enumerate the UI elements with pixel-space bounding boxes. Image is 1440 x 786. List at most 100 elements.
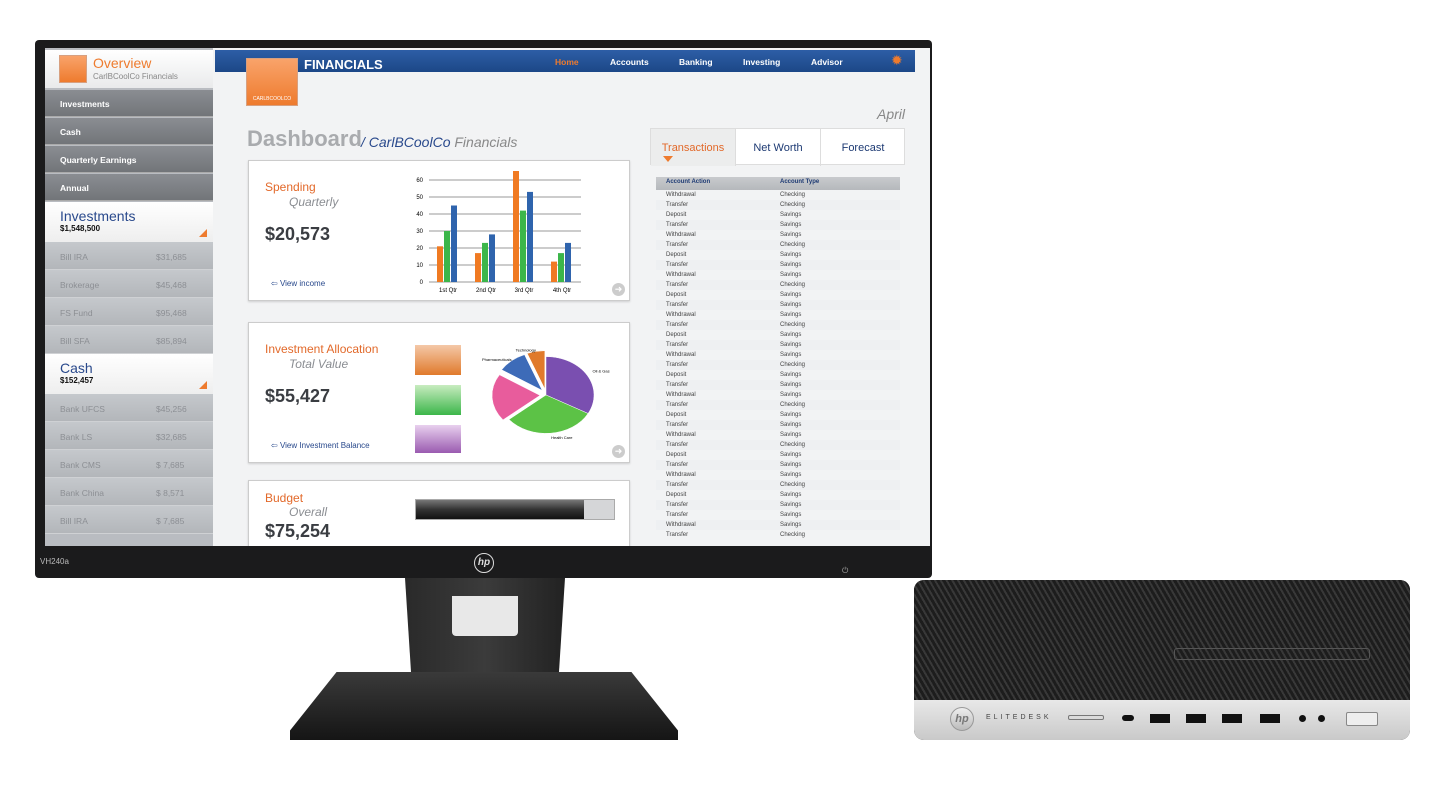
- column-header[interactable]: Account Action: [666, 179, 711, 185]
- table-row[interactable]: Transfer Savings: [656, 380, 900, 390]
- table-row[interactable]: Withdrawal Savings: [656, 230, 900, 240]
- x-tick-label: 4th Qtr: [553, 288, 571, 294]
- nav-advisor[interactable]: Advisor: [811, 57, 843, 67]
- table-row[interactable]: Withdrawal Checking: [656, 190, 900, 200]
- nav-investing[interactable]: Investing: [743, 57, 781, 67]
- table-row[interactable]: Transfer Checking: [656, 280, 900, 290]
- y-tick-label: 30: [416, 229, 423, 235]
- table-row[interactable]: Withdrawal Savings: [656, 520, 900, 530]
- gear-icon[interactable]: ✹: [891, 52, 903, 68]
- allocation-pie-chart: Oil & Gas Health Care Pharmaceuticals Techn…: [482, 347, 610, 440]
- account-item[interactable]: Bank China $ 8,571: [45, 478, 213, 506]
- account-action: Withdrawal: [666, 432, 696, 438]
- sidebar-overview-header[interactable]: Overview CarlBCoolCo Financials: [45, 50, 213, 88]
- table-row[interactable]: Deposit Savings: [656, 450, 900, 460]
- sidebar-menu-item[interactable]: Annual: [45, 174, 213, 201]
- power-icon[interactable]: ⏻: [842, 566, 849, 575]
- account-type: Savings: [780, 372, 802, 378]
- account-item[interactable]: Bank UFCS $45,256: [45, 394, 213, 422]
- pc-power-button[interactable]: [1346, 712, 1378, 726]
- table-row[interactable]: Transfer Savings: [656, 260, 900, 270]
- table-row[interactable]: Deposit Savings: [656, 290, 900, 300]
- bar: [565, 242, 571, 282]
- account-type: Savings: [780, 352, 802, 358]
- column-header[interactable]: Account Type: [780, 179, 820, 185]
- table-row[interactable]: Transfer Checking: [656, 440, 900, 450]
- sidebar-section-cash[interactable]: Cash $152,457: [45, 354, 213, 394]
- table-row[interactable]: Withdrawal Savings: [656, 310, 900, 320]
- nav-accounts[interactable]: Accounts: [610, 57, 649, 67]
- bar: [451, 205, 457, 282]
- table-row[interactable]: Withdrawal Savings: [656, 270, 900, 280]
- table-row[interactable]: Withdrawal Savings: [656, 470, 900, 480]
- account-item[interactable]: Bill SFA $85,894: [45, 326, 213, 354]
- sidebar-menu-item[interactable]: Investments: [45, 90, 213, 117]
- table-row[interactable]: Transfer Checking: [656, 240, 900, 250]
- table-row[interactable]: Transfer Checking: [656, 200, 900, 210]
- y-tick-label: 10: [416, 263, 423, 269]
- account-type: Checking: [780, 192, 806, 198]
- pie-slice: [545, 356, 595, 414]
- table-row[interactable]: Deposit Savings: [656, 250, 900, 260]
- budget-progress-bar: [415, 499, 615, 520]
- table-row[interactable]: Transfer Savings: [656, 300, 900, 310]
- arrow-right-icon[interactable]: ➜: [612, 445, 625, 458]
- account-type: Savings: [780, 232, 802, 238]
- account-item[interactable]: Bill IRA $ 7,685: [45, 506, 213, 534]
- table-row[interactable]: Transfer Savings: [656, 460, 900, 470]
- table-row[interactable]: Transfer Checking: [656, 400, 900, 410]
- account-type: Savings: [780, 462, 802, 468]
- optical-drive-slot: [1174, 648, 1370, 660]
- table-row[interactable]: Deposit Savings: [656, 410, 900, 420]
- account-type: Savings: [780, 492, 802, 498]
- usb-port: [1222, 714, 1242, 723]
- account-item[interactable]: Bank CMS $ 7,685: [45, 450, 213, 478]
- table-row[interactable]: Transfer Checking: [656, 480, 900, 490]
- table-row[interactable]: Transfer Savings: [656, 500, 900, 510]
- view-investment-balance-link[interactable]: ⇦ View Investment Balance: [271, 441, 370, 450]
- tab-net-worth[interactable]: Net Worth: [735, 129, 820, 166]
- table-row[interactable]: Transfer Checking: [656, 320, 900, 330]
- table-row[interactable]: Transfer Checking: [656, 360, 900, 370]
- sidebar-section-investments[interactable]: Investments $1,548,500: [45, 202, 213, 242]
- table-row[interactable]: Withdrawal Savings: [656, 350, 900, 360]
- arrow-right-icon[interactable]: ➜: [612, 283, 625, 296]
- account-name: Bank LS: [60, 432, 93, 442]
- account-item[interactable]: Bill IRA $31,685: [45, 242, 213, 270]
- nav-banking[interactable]: Banking: [679, 57, 713, 67]
- account-action: Transfer: [666, 262, 689, 268]
- account-action: Withdrawal: [666, 352, 696, 358]
- table-row[interactable]: Withdrawal Savings: [656, 390, 900, 400]
- table-row[interactable]: Withdrawal Savings: [656, 430, 900, 440]
- tab-transactions[interactable]: Transactions: [651, 129, 735, 166]
- table-row[interactable]: Transfer Savings: [656, 340, 900, 350]
- table-row[interactable]: Deposit Savings: [656, 210, 900, 220]
- account-type: Savings: [780, 502, 802, 508]
- table-row[interactable]: Transfer Checking: [656, 530, 900, 540]
- account-name: Brokerage: [60, 280, 100, 290]
- y-tick-label: 50: [416, 195, 423, 201]
- table-row[interactable]: Transfer Savings: [656, 220, 900, 230]
- table-row[interactable]: Deposit Savings: [656, 330, 900, 340]
- account-amount: $ 7,685: [156, 460, 185, 470]
- sidebar-menu-item[interactable]: Cash: [45, 118, 213, 145]
- account-action: Deposit: [666, 252, 687, 258]
- account-item[interactable]: FS Fund $95,468: [45, 298, 213, 326]
- table-row[interactable]: Transfer Savings: [656, 420, 900, 430]
- overview-subtitle: CarlBCoolCo Financials: [93, 72, 178, 81]
- view-income-link[interactable]: ⇦ View income: [271, 279, 325, 288]
- brand-title: FINANCIALS: [304, 57, 383, 72]
- mic-jack: [1318, 715, 1325, 722]
- tab-bar: Transactions Net Worth Forecast: [650, 128, 905, 166]
- account-item[interactable]: Brokerage $45,468: [45, 270, 213, 298]
- account-item[interactable]: Bank LS $32,685: [45, 422, 213, 450]
- bar: [558, 253, 564, 282]
- nav-home[interactable]: Home: [555, 57, 579, 67]
- table-row[interactable]: Deposit Savings: [656, 490, 900, 500]
- account-type: Savings: [780, 422, 802, 428]
- table-row[interactable]: Deposit Savings: [656, 370, 900, 380]
- sidebar-menu-item[interactable]: Quarterly Earnings: [45, 146, 213, 173]
- pc-front-panel: hp ELITEDESK: [914, 700, 1410, 740]
- tab-forecast[interactable]: Forecast: [820, 129, 905, 166]
- table-row[interactable]: Transfer Savings: [656, 510, 900, 520]
